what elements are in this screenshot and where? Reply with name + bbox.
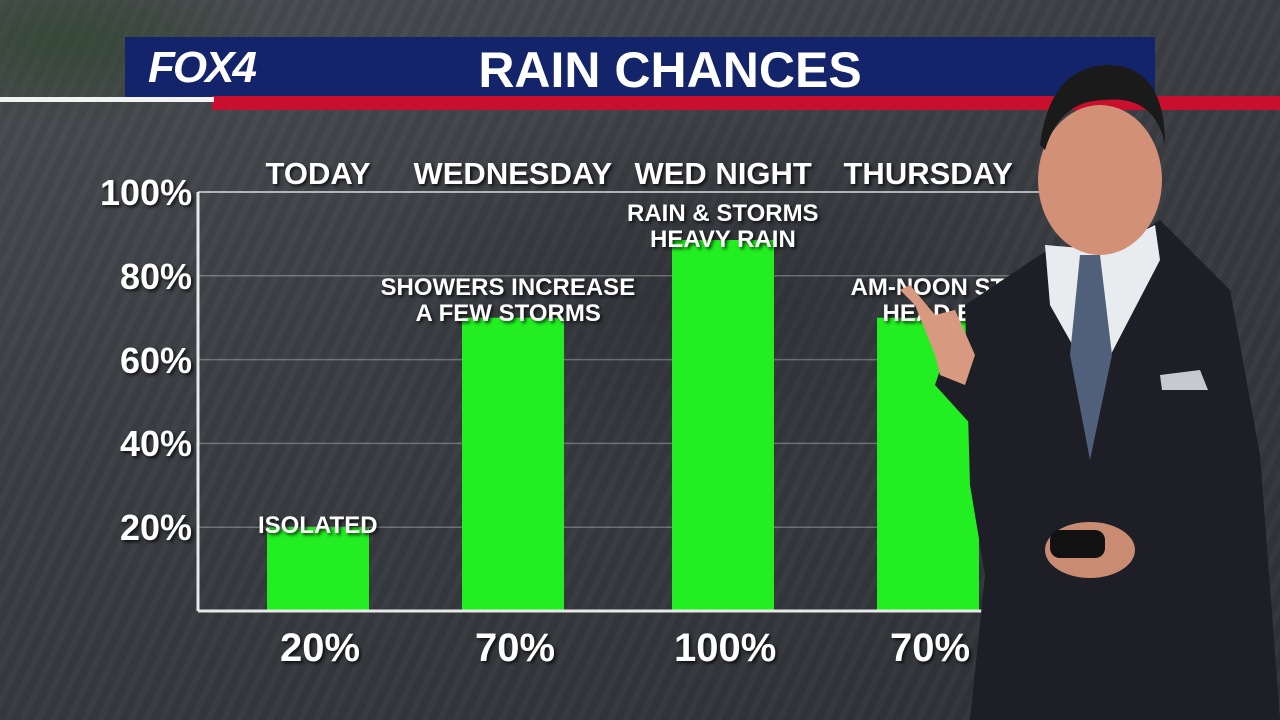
bar-today [267, 527, 369, 611]
category-label: WEDNESDAY [413, 156, 613, 191]
header-banner [125, 37, 1155, 97]
bar-annotation: ISOLATED [258, 512, 378, 539]
value-label: 20% [280, 626, 361, 670]
station-logo: FOX4 [148, 43, 257, 92]
page-title: RAIN CHANCES [478, 42, 862, 98]
bar-annotation: SHOWERS INCREASE [380, 274, 636, 301]
y-tick-label: 100% [100, 172, 193, 213]
category-label: TODAY [265, 156, 371, 191]
header-red-stripe [212, 96, 1280, 110]
y-tick-label: 20% [120, 507, 193, 549]
bar-annotation: HEAVY RAIN [650, 226, 796, 253]
value-label: 100% [674, 626, 777, 670]
value-label: 70% [475, 626, 556, 670]
bar-annotation: A FEW STORMS [415, 300, 601, 327]
bar-wed-night [672, 240, 774, 611]
y-tick-label: 80% [120, 255, 193, 297]
bar-annotation: RAIN & STORMS [627, 200, 819, 227]
y-tick-label: 40% [120, 423, 193, 465]
bar-wednesday [462, 317, 564, 611]
y-tick-label: 60% [120, 339, 193, 381]
value-label: 70% [890, 626, 971, 670]
header-white-stripe [0, 97, 214, 102]
category-label: WED NIGHT [634, 156, 812, 191]
category-label: THURSDAY [843, 156, 1013, 191]
presenter-figure [900, 65, 1280, 720]
